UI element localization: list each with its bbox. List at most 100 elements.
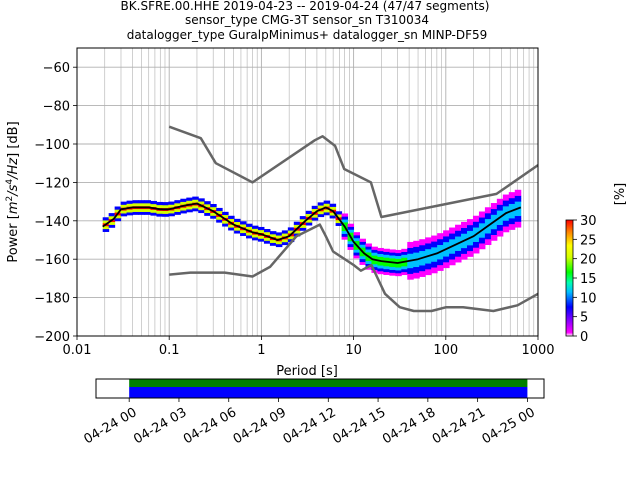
density-cell xyxy=(431,244,438,248)
density-cell xyxy=(383,257,390,261)
density-cell xyxy=(449,241,456,246)
density-cell xyxy=(204,212,211,216)
density-cell xyxy=(383,254,390,258)
psd-density xyxy=(102,189,522,280)
density-cell xyxy=(180,201,187,205)
density-cell xyxy=(198,201,205,205)
density-cell xyxy=(443,233,450,237)
density-cell xyxy=(168,213,175,217)
density-cell xyxy=(377,247,384,252)
density-cell xyxy=(443,238,450,243)
density-cell xyxy=(234,227,241,231)
density-cell xyxy=(389,263,396,268)
density-cell xyxy=(407,264,414,269)
density-cell xyxy=(401,266,408,270)
colorbar-tick-label: 15 xyxy=(580,272,597,287)
density-cell xyxy=(514,209,522,214)
density-cell xyxy=(407,262,414,266)
density-cell xyxy=(472,241,480,245)
density-cell xyxy=(461,236,468,240)
x-tick-label: 100 xyxy=(433,343,458,358)
density-cell xyxy=(508,212,516,216)
density-cell xyxy=(341,213,349,217)
density-cell xyxy=(407,247,414,251)
mean-line xyxy=(102,202,522,264)
density-cell xyxy=(449,239,456,243)
density-cell xyxy=(467,253,474,257)
density-cell xyxy=(102,220,110,224)
density-cell xyxy=(287,236,295,240)
timeline-tick-label: 04-24 03 xyxy=(131,405,189,447)
density-cell xyxy=(263,237,271,241)
density-cell xyxy=(514,204,522,208)
density-cell xyxy=(478,237,486,241)
density-cell xyxy=(449,250,456,254)
density-cell xyxy=(168,204,175,208)
density-cell xyxy=(252,237,259,241)
density-cell xyxy=(102,225,110,230)
density-cell xyxy=(508,215,516,219)
density-cell xyxy=(413,243,420,247)
density-cell xyxy=(455,247,462,251)
density-cell xyxy=(502,220,510,224)
density-cell xyxy=(490,223,498,227)
density-cell xyxy=(461,224,468,228)
density-cell xyxy=(162,210,169,214)
density-cell xyxy=(467,224,474,229)
density-cell xyxy=(240,232,247,236)
density-cell xyxy=(138,200,146,204)
density-cell xyxy=(287,227,295,231)
density-cell xyxy=(341,233,349,237)
density-cell xyxy=(472,247,480,251)
density-cell xyxy=(150,203,157,208)
title-line-1: BK.SFRE.00.HHE 2019-04-23 -- 2019-04-24 … xyxy=(121,0,490,13)
density-cell xyxy=(461,247,468,252)
density-cell xyxy=(311,214,319,218)
density-cell xyxy=(413,246,420,250)
density-cell xyxy=(383,268,390,273)
density-cell xyxy=(419,273,426,277)
density-cell xyxy=(341,230,349,234)
y-tick-label: −160 xyxy=(34,253,70,268)
density-cell xyxy=(246,226,253,230)
density-cell xyxy=(347,232,355,236)
title-line-2: sensor_type CMG-3T sensor_sn T310034 xyxy=(185,13,429,27)
density-cell xyxy=(514,192,522,196)
density-cell xyxy=(484,230,492,234)
density-cell xyxy=(395,255,402,259)
density-cell xyxy=(305,219,313,223)
density-cell xyxy=(502,197,510,201)
density-cell xyxy=(484,215,492,220)
density-cell xyxy=(496,218,504,223)
density-cell xyxy=(204,209,211,213)
density-cell xyxy=(287,238,295,243)
density-cell xyxy=(329,203,337,207)
density-cell xyxy=(317,213,325,218)
y-tick-label: −200 xyxy=(34,330,70,345)
y-tick-label: −120 xyxy=(34,176,70,191)
density-cell xyxy=(443,244,450,248)
density-cell xyxy=(443,259,450,263)
density-cell xyxy=(431,261,438,265)
density-cell xyxy=(150,200,157,205)
density-cell xyxy=(431,264,438,268)
density-cell xyxy=(222,220,229,224)
density-cell xyxy=(222,214,229,218)
density-cell xyxy=(496,210,504,214)
density-cell xyxy=(347,223,355,227)
density-cell xyxy=(419,265,426,269)
density-cell xyxy=(299,218,307,223)
density-cell xyxy=(347,243,355,248)
density-cell xyxy=(275,243,283,248)
density-cell xyxy=(204,204,211,208)
density-cell xyxy=(365,266,372,270)
density-cell xyxy=(204,201,211,205)
density-cell xyxy=(514,215,522,219)
timeline-tick-label: 04-24 12 xyxy=(281,405,339,447)
chart-title: BK.SFRE.00.HHE 2019-04-23 -- 2019-04-24 … xyxy=(121,0,490,42)
y-tick-label: −100 xyxy=(34,138,70,153)
density-cell xyxy=(371,263,378,268)
density-cell xyxy=(269,231,277,235)
density-cell xyxy=(478,234,486,238)
